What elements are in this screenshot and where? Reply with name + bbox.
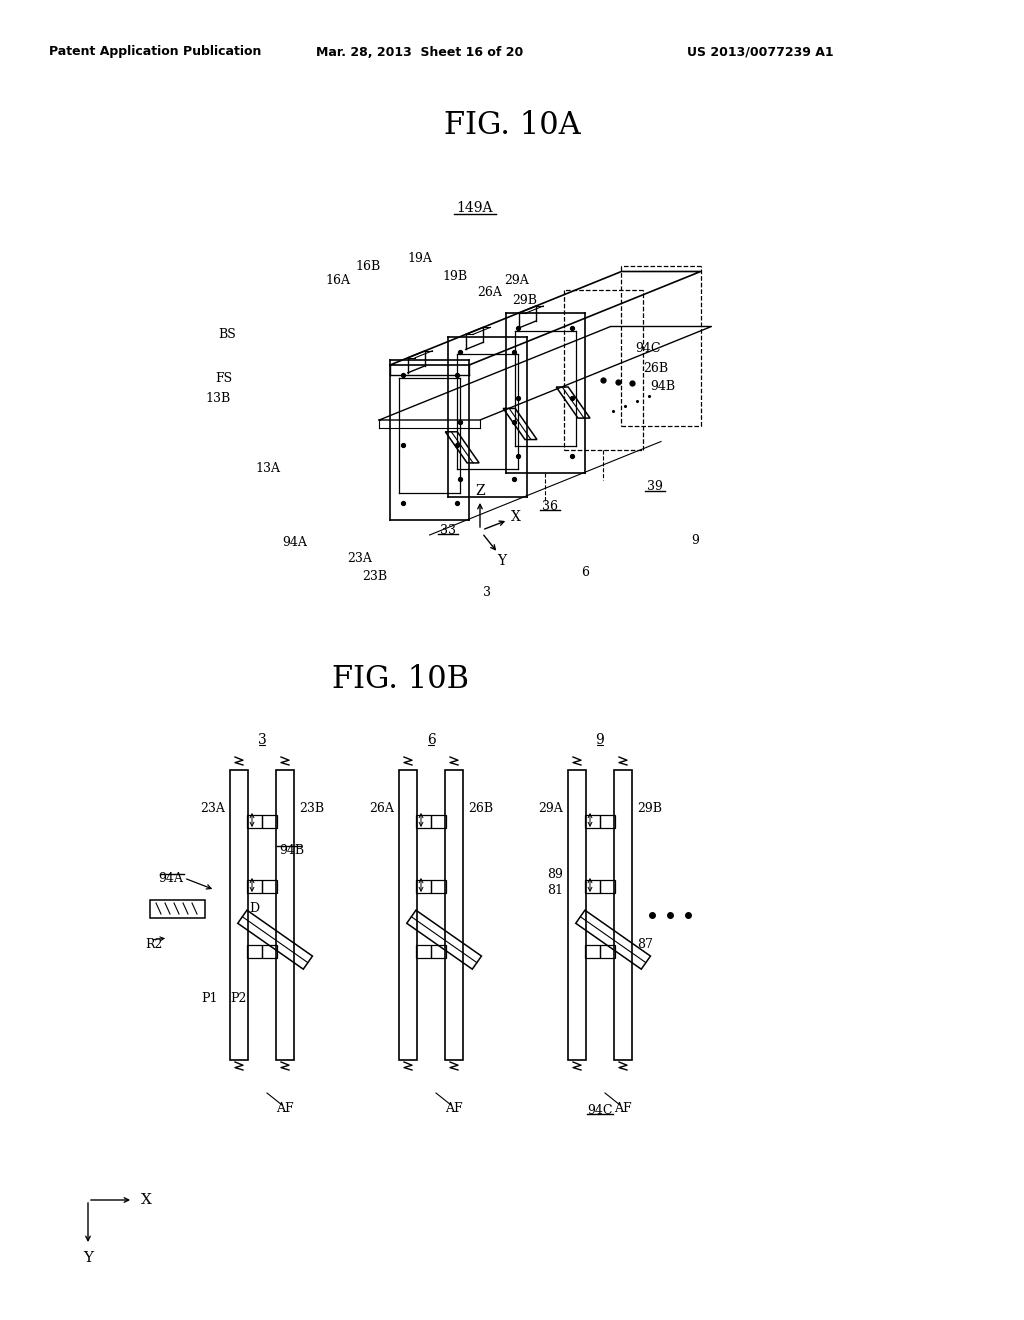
- Text: US 2013/0077239 A1: US 2013/0077239 A1: [687, 45, 834, 58]
- Text: 9: 9: [596, 733, 604, 747]
- Text: 23B: 23B: [362, 569, 387, 582]
- Text: 29A: 29A: [505, 273, 529, 286]
- Text: 29B: 29B: [637, 801, 662, 814]
- Text: BS: BS: [218, 329, 236, 342]
- Bar: [416, 945, 431, 958]
- Text: X: X: [140, 1193, 152, 1206]
- Bar: [399, 770, 417, 1060]
- Text: 3: 3: [483, 586, 490, 598]
- Text: Y: Y: [83, 1251, 93, 1265]
- Text: 26B: 26B: [643, 362, 668, 375]
- Bar: [262, 880, 278, 894]
- Text: 23A: 23A: [200, 801, 225, 814]
- Bar: [150, 900, 205, 917]
- Text: 6: 6: [427, 733, 435, 747]
- Text: 19B: 19B: [442, 271, 468, 284]
- Text: 87: 87: [637, 939, 653, 952]
- Text: AF: AF: [614, 1101, 632, 1114]
- Text: 16B: 16B: [355, 260, 381, 273]
- Bar: [585, 814, 600, 828]
- Text: 149A: 149A: [457, 201, 494, 215]
- Text: Mar. 28, 2013  Sheet 16 of 20: Mar. 28, 2013 Sheet 16 of 20: [316, 45, 523, 58]
- Text: 16A: 16A: [326, 273, 350, 286]
- Text: Z: Z: [475, 484, 484, 498]
- Text: Patent Application Publication: Patent Application Publication: [49, 45, 261, 58]
- Text: 9: 9: [691, 533, 699, 546]
- Text: 23A: 23A: [347, 552, 373, 565]
- Text: 26A: 26A: [477, 285, 503, 298]
- Bar: [247, 945, 262, 958]
- Text: 26B: 26B: [468, 801, 494, 814]
- Bar: [431, 814, 446, 828]
- Text: 94B: 94B: [650, 380, 675, 392]
- Text: 94A: 94A: [158, 871, 183, 884]
- Bar: [431, 945, 446, 958]
- Text: Y: Y: [498, 554, 507, 568]
- Text: 23B: 23B: [299, 801, 325, 814]
- Bar: [416, 880, 431, 894]
- Bar: [431, 880, 446, 894]
- Text: FIG. 10B: FIG. 10B: [332, 664, 469, 696]
- Text: AF: AF: [276, 1101, 294, 1114]
- Text: P1: P1: [202, 991, 218, 1005]
- Text: 94B: 94B: [279, 843, 304, 857]
- Text: P2: P2: [229, 991, 246, 1005]
- Text: 29B: 29B: [512, 293, 538, 306]
- Bar: [568, 770, 586, 1060]
- Bar: [262, 814, 278, 828]
- Text: FIG. 10A: FIG. 10A: [443, 110, 581, 140]
- Text: 13A: 13A: [255, 462, 280, 474]
- Text: 94C: 94C: [635, 342, 660, 355]
- Text: R2: R2: [145, 939, 163, 952]
- Bar: [276, 770, 294, 1060]
- Text: 81: 81: [547, 883, 563, 896]
- Text: 13B: 13B: [205, 392, 230, 404]
- Text: AF: AF: [445, 1101, 463, 1114]
- Bar: [585, 945, 600, 958]
- Bar: [445, 770, 463, 1060]
- Bar: [247, 814, 262, 828]
- Bar: [416, 814, 431, 828]
- Text: 26A: 26A: [369, 801, 394, 814]
- Bar: [600, 945, 615, 958]
- Text: 94A: 94A: [283, 536, 307, 549]
- Text: 6: 6: [581, 565, 589, 578]
- Bar: [262, 945, 278, 958]
- Text: 39: 39: [647, 480, 663, 494]
- Text: 29A: 29A: [539, 801, 563, 814]
- Text: 3: 3: [258, 733, 266, 747]
- Text: X: X: [511, 510, 521, 524]
- Bar: [247, 880, 262, 894]
- Bar: [585, 880, 600, 894]
- Bar: [614, 770, 632, 1060]
- Bar: [600, 814, 615, 828]
- Bar: [600, 880, 615, 894]
- Text: FS: FS: [215, 371, 232, 384]
- Text: 19A: 19A: [408, 252, 432, 264]
- Text: 33: 33: [440, 524, 456, 536]
- Text: 89: 89: [547, 869, 563, 882]
- Text: 36: 36: [542, 499, 558, 512]
- Bar: [230, 770, 248, 1060]
- Text: 94C: 94C: [587, 1104, 612, 1117]
- Text: D: D: [249, 902, 259, 915]
